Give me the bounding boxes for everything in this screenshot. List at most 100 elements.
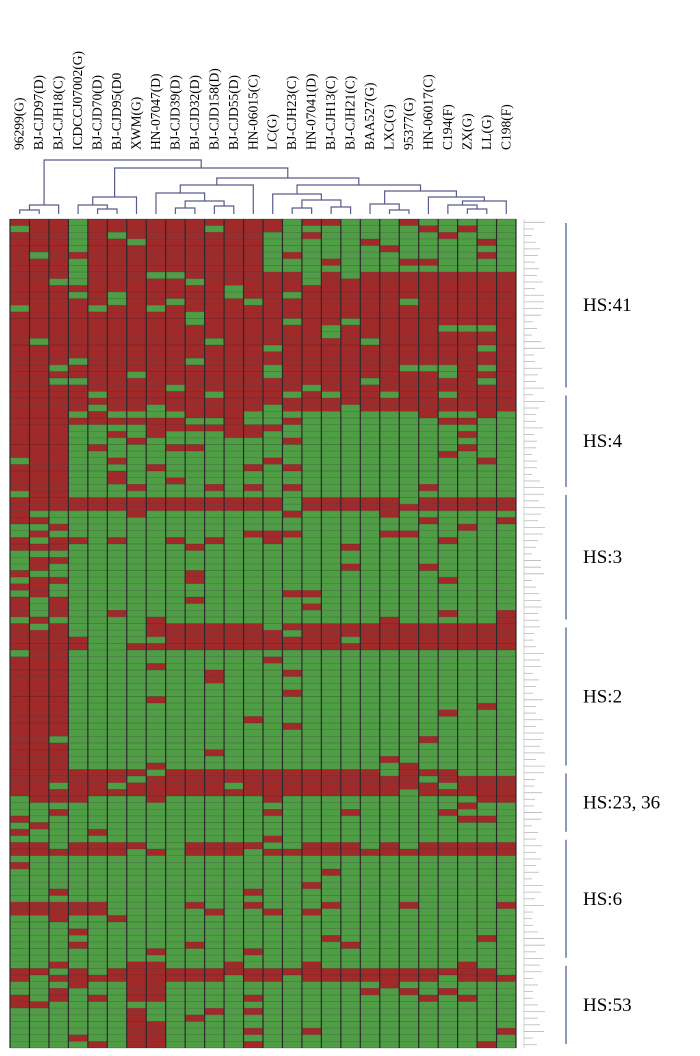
heatmap-cell [418,1041,439,1048]
heatmap-cell [399,902,419,909]
heatmap-cell [263,404,283,412]
heatmap-cell [321,729,341,737]
heatmap-cell [185,955,205,962]
heatmap-cell [126,882,147,889]
heatmap-cell [204,696,225,704]
heatmap-cell [360,285,380,292]
heatmap-cell [379,570,400,578]
heatmap-cell [243,921,263,929]
heatmap-cell [10,683,30,690]
heatmap-cell [87,643,108,651]
heatmap-cell [321,219,341,226]
heatmap-cell [457,762,478,770]
heatmap-cell [457,272,478,279]
heatmap-cell [360,1034,380,1042]
heatmap-cell [204,457,225,465]
heatmap-cell [496,272,516,279]
heatmap-cell [263,782,283,790]
heatmap-cell [282,258,302,266]
heatmap-cell [87,915,108,922]
heatmap-cell [29,371,49,379]
heatmap-cell [321,623,341,631]
heatmap-cell [48,404,69,412]
heatmap-cell [360,941,380,949]
heatmap-cell [243,915,263,922]
heatmap-cell [263,570,283,578]
heatmap-cell [126,643,147,651]
heatmap-cell [282,749,302,757]
heatmap-cell [379,769,400,777]
heatmap-cell [477,338,497,346]
heatmap-cell [204,1001,225,1009]
heatmap-cell [165,630,186,637]
heatmap-cell [477,1021,497,1029]
heatmap-cell [87,590,108,598]
heatmap-cell [360,948,380,956]
heatmap-cell [48,484,69,491]
heatmap-cell [87,696,108,704]
heatmap-cell [399,855,419,863]
heatmap-cell [107,345,127,352]
heatmap-cell [438,1028,458,1035]
heatmap-cell [87,577,108,584]
heatmap-cell [399,232,419,239]
heatmap-cell [185,524,205,531]
heatmap-cell [360,855,380,863]
heatmap-cell [496,384,516,392]
heatmap-cell [301,921,322,929]
heatmap-cell [224,1028,244,1035]
heatmap-cell [48,371,69,379]
heatmap-cell [87,417,108,425]
heatmap-cell [321,583,341,591]
heatmap-cell [379,477,400,485]
heatmap-cell [204,643,225,651]
heatmap-cell [68,364,88,372]
heatmap-cell [263,968,283,976]
heatmap-cell [340,225,361,233]
heatmap-cell [438,855,458,863]
heatmap-cell [224,822,244,830]
heatmap-cell [165,948,186,956]
heatmap-cell [477,570,497,578]
heatmap-cell [282,935,302,942]
heatmap-cell [360,424,380,432]
heatmap-cell [263,776,283,783]
heatmap-cell [438,497,458,505]
heatmap-cell [282,597,302,604]
heatmap-cell [204,723,225,730]
heatmap-cell [379,928,400,936]
heatmap-cell [321,941,341,949]
dendrogram-branch [461,200,507,214]
heatmap-cell [418,417,439,425]
heatmap-cell [340,417,361,425]
heatmap-cell [243,941,263,949]
heatmap-cell [282,822,302,830]
heatmap-cell [48,968,69,976]
heatmap-cell [321,669,341,677]
heatmap-cell [301,928,322,936]
heatmap-cell [438,398,458,405]
heatmap-cell [321,597,341,604]
heatmap-cell [321,291,341,299]
heatmap-cell [340,895,361,903]
heatmap-cell [438,232,458,239]
heatmap-cell [379,364,400,372]
heatmap-cell [438,1034,458,1042]
heatmap-cell [165,557,186,564]
heatmap-cell [360,417,380,425]
heatmap-cell [477,258,497,266]
heatmap-cell [301,716,322,724]
heatmap-cell [29,291,49,299]
heatmap-cell [126,676,147,684]
heatmap-cell [360,762,380,770]
heatmap-cell [68,537,88,544]
heatmap-cell [48,457,69,465]
heatmap-cell [126,928,147,936]
heatmap-cell [399,305,419,312]
heatmap-cell [185,404,205,412]
heatmap-cell [126,981,147,989]
heatmap-cell [48,272,69,279]
dendrogram-branch [184,200,225,208]
heatmap-cell [282,882,302,889]
heatmap-cell [68,663,88,670]
